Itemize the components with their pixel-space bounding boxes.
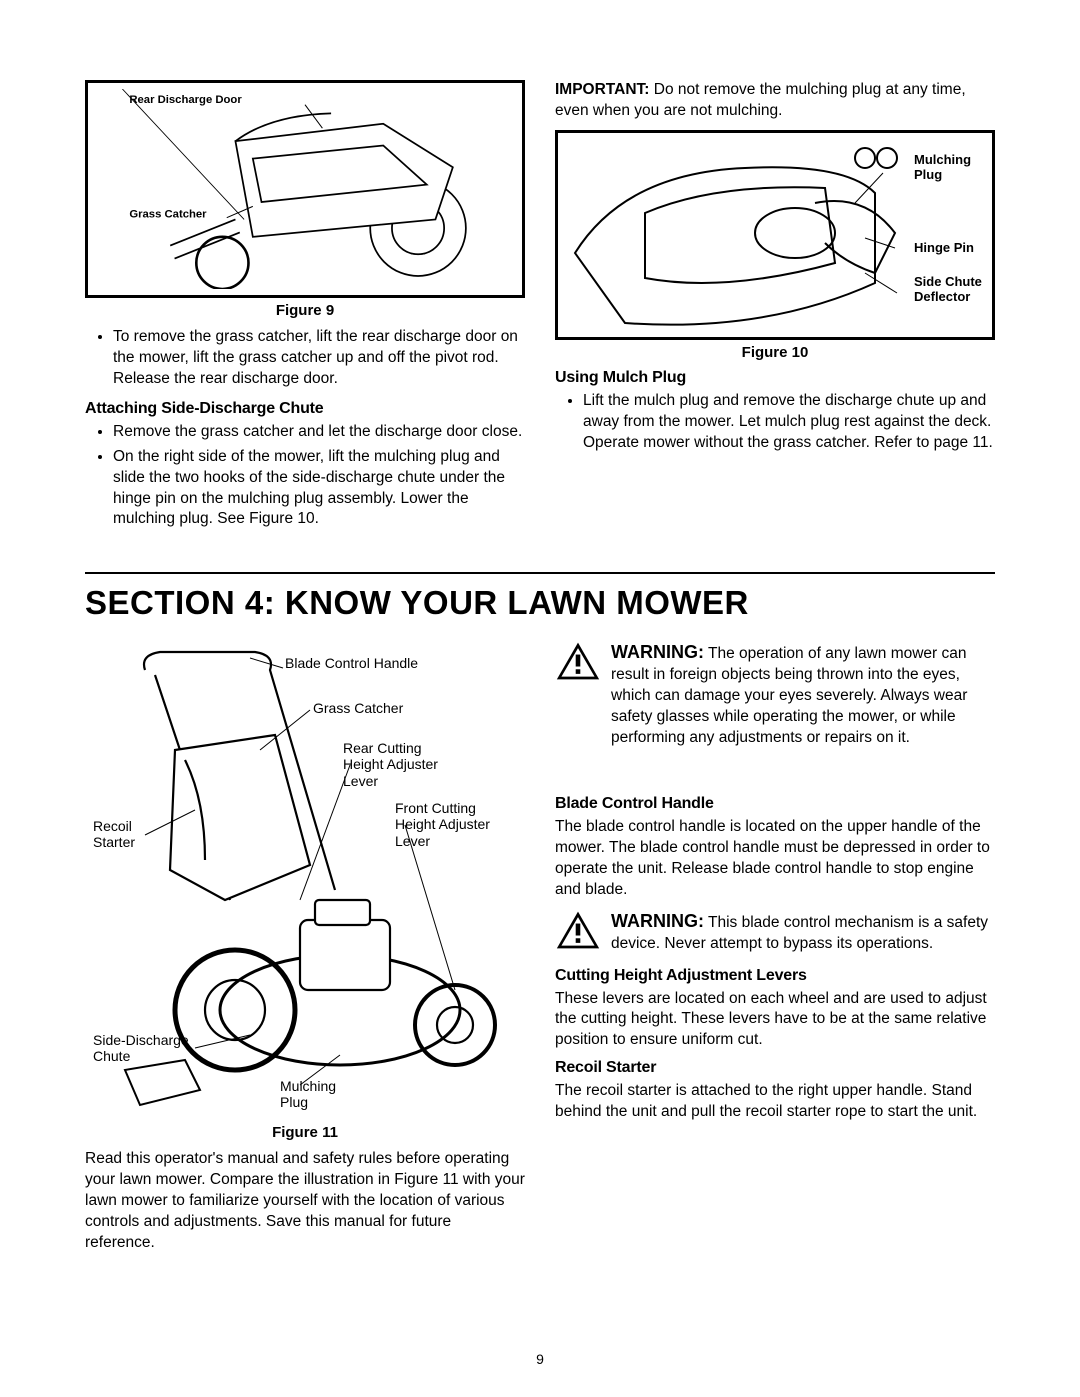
fig10-label-side-chute: Side Chute Deflector [914, 275, 986, 305]
subhead-mulch-plug: Using Mulch Plug [555, 369, 995, 387]
section4-left-col: Blade Control Handle Grass Catcher Rear … [85, 640, 525, 1262]
fig11-label-mulch-plug: Mulching Plug [280, 1078, 360, 1110]
figure-11-caption: Figure 11 [85, 1124, 525, 1141]
page: Rear Discharge Door Grass Catcher Figure… [0, 0, 1080, 1302]
bullet-item: To remove the grass catcher, lift the re… [113, 327, 525, 390]
fig11-label-side-chute: Side-Discharge Chute [93, 1032, 213, 1064]
warning-lead: WARNING: [611, 642, 704, 662]
section4-columns: Blade Control Handle Grass Catcher Rear … [85, 640, 995, 1262]
important-note: IMPORTANT: Do not remove the mulching pl… [555, 80, 995, 122]
section-4-title: SECTION 4: KNOW YOUR LAWN MOWER [85, 584, 995, 622]
subhead-recoil: Recoil Starter [555, 1059, 995, 1077]
warning-1-text: WARNING: The operation of any lawn mower… [611, 640, 995, 749]
page-number: 9 [0, 1351, 1080, 1367]
warning-1: WARNING: The operation of any lawn mower… [555, 640, 995, 749]
figure-9-caption: Figure 9 [85, 302, 525, 319]
warning-lead: WARNING: [611, 911, 704, 931]
figure-11-box: Blade Control Handle Grass Catcher Rear … [85, 640, 525, 1120]
para-blade-control: The blade control handle is located on t… [555, 817, 995, 901]
warning-icon [555, 909, 601, 951]
subhead-blade-control: Blade Control Handle [555, 795, 995, 813]
section-divider [85, 572, 995, 574]
bullet-item: Remove the grass catcher and let the dis… [113, 422, 525, 443]
warning-2-text: WARNING: This blade control mechanism is… [611, 909, 995, 955]
fig11-label-recoil: Recoil Starter [93, 818, 148, 850]
fig10-label-hinge-pin: Hinge Pin [914, 241, 986, 256]
top-left-col: Rear Discharge Door Grass Catcher Figure… [85, 80, 525, 540]
mulch-plug-bullets: Lift the mulch plug and remove the disch… [555, 391, 995, 454]
top-right-col: IMPORTANT: Do not remove the mulching pl… [555, 80, 995, 540]
bullet-item: Lift the mulch plug and remove the disch… [583, 391, 995, 454]
fig11-label-rear-adj: Rear Cutting Height Adjuster Lever [343, 740, 453, 788]
section4-intro: Read this operator's manual and safety r… [85, 1149, 525, 1254]
figure-9-diagram: Rear Discharge Door Grass Catcher [96, 89, 514, 289]
figure-10-caption: Figure 10 [555, 344, 995, 361]
fig11-label-grass-catcher: Grass Catcher [313, 700, 403, 716]
important-lead: IMPORTANT: [555, 81, 649, 98]
remove-catcher-bullets: To remove the grass catcher, lift the re… [85, 327, 525, 390]
subhead-height-levers: Cutting Height Adjustment Levers [555, 967, 995, 985]
para-recoil: The recoil starter is attached to the ri… [555, 1081, 995, 1123]
figure-10-box: Mulching Plug Hinge Pin Side Chute Defle… [555, 130, 995, 340]
warning-2: WARNING: This blade control mechanism is… [555, 909, 995, 955]
subhead-attach-chute: Attaching Side-Discharge Chute [85, 400, 525, 418]
attach-chute-bullets: Remove the grass catcher and let the dis… [85, 422, 525, 531]
bullet-item: On the right side of the mower, lift the… [113, 447, 525, 531]
para-height-levers: These levers are located on each wheel a… [555, 989, 995, 1052]
figure-9-box: Rear Discharge Door Grass Catcher [85, 80, 525, 298]
fig10-label-mulch-plug: Mulching Plug [914, 153, 986, 183]
warning-icon [555, 640, 601, 682]
fig11-label-blade-control: Blade Control Handle [285, 655, 418, 671]
fig9-label-grass-catcher: Grass Catcher [129, 209, 207, 221]
fig11-label-front-adj: Front Cutting Height Adjuster Lever [395, 800, 515, 848]
fig9-label-rear-door: Rear Discharge Door [129, 94, 242, 106]
section4-right-col: WARNING: The operation of any lawn mower… [555, 640, 995, 1262]
top-columns: Rear Discharge Door Grass Catcher Figure… [85, 80, 995, 540]
